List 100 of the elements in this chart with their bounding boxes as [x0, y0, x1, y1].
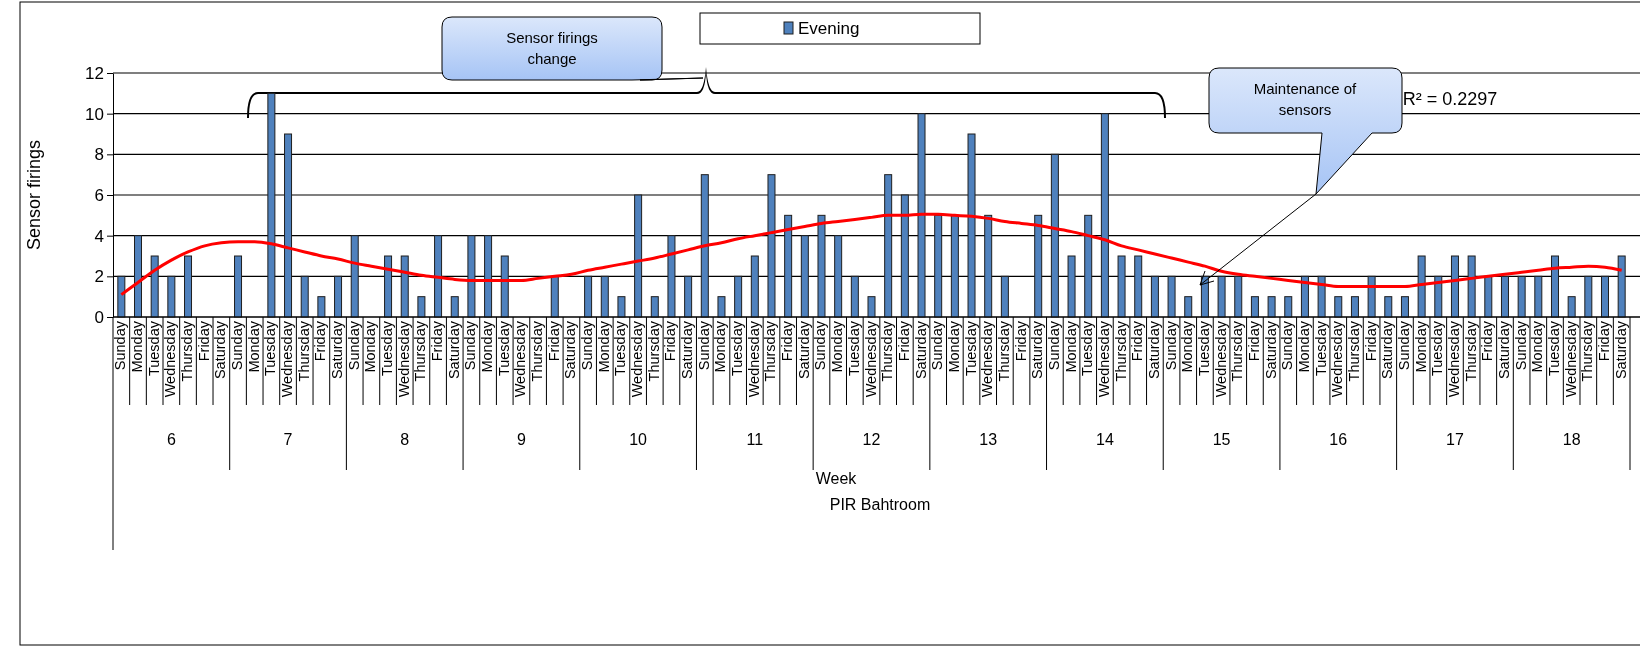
x-tick-label: Thursday [1345, 320, 1362, 382]
x-tick-label: Friday [429, 320, 446, 362]
x-tick-label: Monday [129, 320, 146, 373]
x-tick-label: Sunday [229, 320, 246, 371]
x-tick-label: Tuesday [379, 320, 396, 377]
bar [834, 235, 843, 318]
x-tick-label: Friday [545, 320, 562, 362]
x-tick-label: Monday [1295, 320, 1312, 373]
bar [1534, 275, 1543, 318]
bar [434, 235, 443, 318]
x-tick-label: Thursday [1229, 320, 1246, 382]
bar [384, 255, 393, 318]
bar [1084, 214, 1093, 318]
text: 8 [400, 431, 410, 448]
x-tick-label: Sunday [1045, 320, 1062, 371]
bar [734, 275, 743, 318]
x-tick-label: Saturday [1262, 320, 1279, 380]
bar [117, 275, 126, 318]
x-tick-label: Tuesday [1079, 320, 1096, 377]
x-tick-label: Monday [595, 320, 612, 373]
bar [550, 275, 559, 318]
x-tick-label: Friday [779, 320, 796, 362]
bar [167, 275, 176, 318]
bar [467, 235, 476, 318]
bar [1234, 275, 1243, 318]
y-tick-label: 10 [85, 104, 104, 124]
bar [1000, 275, 1009, 318]
x-tick-label: Saturday [445, 320, 462, 380]
bar [500, 255, 509, 318]
x-tick-label: Saturday [1145, 320, 1162, 380]
x-tick-label: Saturday [1495, 320, 1512, 380]
x-tick-label: Wednesday [279, 320, 296, 398]
line-series [119, 212, 1624, 297]
x-tick-label: Wednesday [1095, 320, 1112, 398]
x-tick-label: Monday [362, 320, 379, 373]
x-tick-label: Tuesday [612, 320, 629, 377]
bar [650, 296, 659, 318]
bar [1450, 255, 1459, 318]
bar [284, 133, 293, 318]
legend-label: Evening [798, 19, 860, 38]
x-tick-label: Friday [1362, 320, 1379, 362]
x-tick-label: Monday [245, 320, 262, 373]
bar [884, 174, 893, 318]
x-tick-label: Wednesday [512, 320, 529, 398]
x-tick-label: Friday [1012, 320, 1029, 362]
bar [1350, 296, 1359, 318]
bar [300, 275, 309, 318]
text: 15 [1212, 431, 1231, 448]
x-tick-label: Tuesday [495, 320, 512, 377]
x-tick-label: Sunday [1162, 320, 1179, 371]
callout-bubble: Maintenance of sensors [1208, 67, 1403, 195]
x-tick-label: Thursday [645, 320, 662, 382]
x-tick-label: Wednesday [745, 320, 762, 398]
y-tick-label: 0 [94, 307, 104, 327]
text: 14 [1095, 431, 1114, 448]
x-tick-label: Wednesday [1329, 320, 1346, 398]
x-tick-label: Saturday [912, 320, 929, 380]
bar [1184, 296, 1193, 318]
bar [617, 296, 626, 318]
x-tick-label: Sunday [579, 320, 596, 371]
x-tick-label: Tuesday [1312, 320, 1329, 377]
bar [1584, 275, 1593, 318]
bar [767, 174, 776, 318]
bar [1617, 255, 1626, 318]
bar [1400, 296, 1409, 318]
x-tick-label: Sunday [345, 320, 362, 371]
y-tick-label: 12 [85, 63, 104, 83]
x-tick-label: Wednesday [979, 320, 996, 398]
bar [1217, 275, 1226, 318]
bar [950, 214, 959, 318]
bar [917, 113, 926, 318]
x-tick-label: Sunday [462, 320, 479, 371]
x-tick-label: Tuesday [145, 320, 162, 377]
x-tick-label: Thursday [1462, 320, 1479, 382]
x-tick-label: Thursday [995, 320, 1012, 382]
bar [484, 235, 493, 318]
y-axis-title: Sensor firings [24, 139, 44, 251]
x-tick-label: Wednesday [162, 320, 179, 398]
bar [1567, 296, 1576, 318]
x-tick-label: Thursday [1579, 320, 1596, 382]
bar [234, 255, 243, 318]
bar [150, 255, 159, 318]
bar [600, 275, 609, 318]
x-tick-label: Thursday [179, 320, 196, 382]
bar [1284, 296, 1293, 318]
x-tick-label: Thursday [762, 320, 779, 382]
bar [900, 194, 909, 318]
annotation: Maintenance of sensors [1253, 80, 1358, 118]
bar [1467, 255, 1476, 318]
bar [684, 275, 693, 318]
x-tick-label: Tuesday [262, 320, 279, 377]
x-tick-label: Friday [1479, 320, 1496, 362]
bar [1034, 214, 1043, 318]
x-tick-label: Friday [312, 320, 329, 362]
text: 12 [862, 431, 881, 448]
bar [1550, 255, 1559, 318]
x-tick-label: Sunday [1279, 320, 1296, 371]
text: 16 [1329, 431, 1348, 448]
text: 10 [629, 431, 648, 448]
text: 18 [1562, 431, 1581, 448]
